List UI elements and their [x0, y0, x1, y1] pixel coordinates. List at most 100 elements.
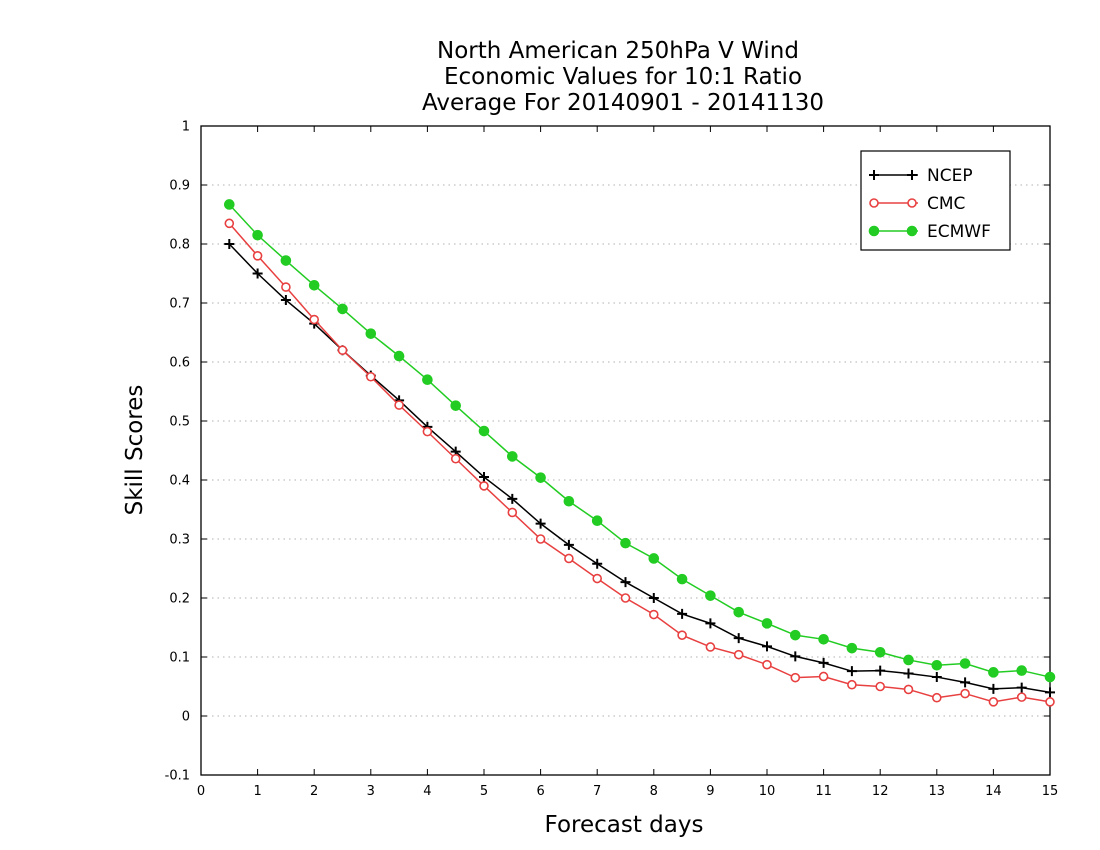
y-tick-label: -0.1	[165, 769, 190, 784]
data-point-ncep	[988, 683, 999, 694]
x-tick-label: 4	[423, 784, 431, 799]
data-point-cmc	[224, 218, 235, 229]
data-point-ecmwf	[705, 590, 716, 601]
legend-entry-cmc: CMC	[869, 194, 965, 214]
x-tick-label: 0	[197, 784, 205, 799]
y-tick-label: 0.9	[169, 179, 190, 194]
legend-marker-ncep	[869, 170, 879, 180]
data-point-cmc	[309, 314, 320, 325]
x-tick-label: 8	[650, 784, 658, 799]
x-tick-label: 1	[253, 784, 261, 799]
data-point-ncep	[224, 239, 235, 249]
data-point-ecmwf	[507, 451, 518, 462]
data-point-ncep	[592, 558, 603, 569]
series-layer	[224, 199, 1056, 707]
data-point-ncep	[280, 295, 291, 306]
data-point-ncep	[846, 666, 857, 677]
legend: NCEP CMC ECMWF	[860, 150, 1011, 251]
data-point-ncep	[1045, 687, 1055, 698]
legend-marker-ecmwf	[906, 225, 918, 237]
data-point-cmc	[733, 649, 744, 660]
data-point-ecmwf	[252, 229, 263, 241]
data-point-ncep	[252, 268, 263, 279]
data-point-ncep	[818, 657, 829, 668]
y-axis-label: Skill Scores	[122, 385, 148, 516]
legend-marker-cmc	[907, 198, 917, 208]
legend-label-ncep: NCEP	[927, 166, 973, 186]
data-point-cmc	[479, 481, 489, 491]
data-point-ecmwf	[790, 629, 801, 641]
data-point-ecmwf	[874, 646, 886, 658]
data-point-ecmwf	[422, 374, 433, 386]
data-point-ecmwf	[365, 328, 377, 339]
data-point-ncep	[733, 633, 744, 644]
data-point-cmc	[1016, 692, 1027, 702]
data-point-ecmwf	[393, 350, 405, 362]
data-point-ecmwf	[280, 255, 292, 266]
y-tick-label: 0.1	[169, 651, 190, 666]
data-point-cmc	[875, 681, 886, 692]
data-point-ecmwf	[988, 667, 999, 678]
y-tick-label: 1	[182, 120, 190, 135]
x-tick-label: 7	[593, 784, 601, 799]
data-point-ncep	[790, 651, 801, 662]
legend-marker-cmc	[869, 198, 879, 208]
data-point-cmc	[507, 507, 518, 518]
data-point-ecmwf	[478, 425, 490, 437]
data-point-ecmwf	[591, 515, 603, 527]
data-point-ncep	[762, 641, 772, 652]
data-point-ncep	[677, 608, 688, 619]
legend-marker-ecmwf	[868, 225, 880, 237]
legend-marker-ncep	[907, 170, 917, 180]
data-point-cmc	[564, 553, 574, 564]
data-point-ecmwf	[648, 553, 660, 564]
data-point-cmc	[450, 453, 461, 464]
data-point-ncep	[507, 493, 518, 504]
legend-entry-ecmwf: ECMWF	[868, 222, 991, 242]
data-point-ecmwf	[676, 573, 688, 585]
data-point-ncep	[705, 618, 716, 629]
y-tick-label: 0	[182, 710, 190, 725]
data-point-cmc	[988, 697, 999, 707]
data-point-ecmwf	[308, 280, 320, 291]
plot-frame	[200, 125, 1051, 776]
legend-box	[860, 150, 1011, 251]
legend-entry-ncep: NCEP	[869, 166, 973, 186]
y-tick-label: 0.4	[169, 474, 190, 489]
data-point-cmc	[847, 679, 857, 690]
data-point-cmc	[705, 642, 716, 652]
y-tick-label: 0.3	[169, 533, 190, 548]
data-point-ecmwf	[620, 537, 631, 549]
series-cmc	[224, 218, 1055, 707]
x-tick-label: 10	[759, 784, 776, 799]
series-line-ncep	[228, 243, 1051, 694]
y-tick-label: 0.6	[169, 356, 190, 371]
x-tick-label: 11	[815, 784, 832, 799]
chart-title-line-3: Average For 20140901 - 20141130	[422, 90, 824, 116]
data-point-ecmwf	[563, 495, 575, 507]
data-point-ecmwf	[1044, 671, 1056, 683]
data-point-ecmwf	[535, 472, 546, 483]
data-point-ecmwf	[959, 658, 971, 669]
data-point-cmc	[931, 692, 942, 703]
data-point-ncep	[620, 577, 631, 588]
data-point-cmc	[422, 426, 433, 437]
data-point-cmc	[960, 688, 970, 699]
x-tick-label: 15	[1042, 784, 1059, 799]
y-tick-label: 0.8	[169, 238, 190, 253]
data-point-ncep	[931, 672, 942, 683]
data-point-ncep	[535, 518, 546, 529]
data-point-ncep	[1016, 682, 1027, 693]
legend-label-cmc: CMC	[927, 194, 965, 214]
data-point-cmc	[337, 345, 348, 356]
data-point-ecmwf	[224, 199, 235, 210]
chart-title-line-1: North American 250hPa V Wind	[437, 38, 799, 64]
data-point-ecmwf	[450, 400, 462, 411]
x-tick-label: 5	[480, 784, 488, 799]
gridlines	[201, 184, 1050, 717]
x-tick-label: 9	[706, 784, 714, 799]
data-point-ecmwf	[931, 659, 943, 671]
data-point-cmc	[762, 659, 772, 670]
data-point-cmc	[677, 630, 687, 640]
data-point-cmc	[535, 534, 546, 544]
